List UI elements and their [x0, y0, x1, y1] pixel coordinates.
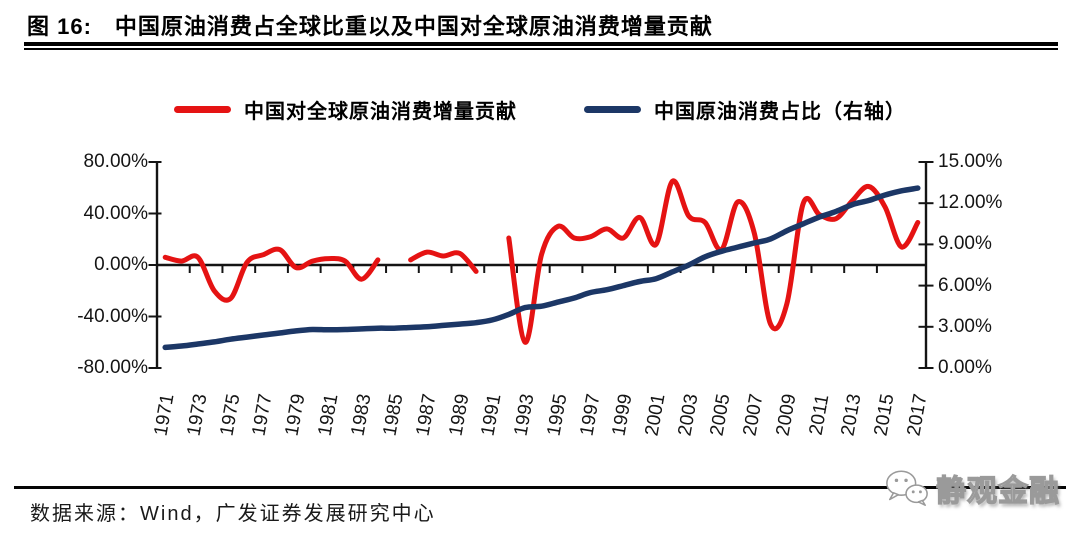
legend-label: 中国原油消费占比（右轴）: [654, 100, 906, 123]
right-axis-tick-label: 9.00%: [938, 233, 992, 255]
right-axis-tick-label: 0.00%: [938, 357, 992, 378]
series-line-consumption-share: [162, 185, 921, 351]
watermark-text: 静观金融: [935, 474, 1060, 508]
legend-swatch-blue-line: [584, 105, 641, 113]
left-axis-tick-label: 40.00%: [83, 202, 148, 224]
legend-item-consumption-share: 中国原油消费占比（右轴）: [584, 97, 906, 123]
left-axis-tick-label: 80.00%: [83, 151, 148, 172]
legend-label: 中国对全球原油消费增量贡献: [244, 100, 517, 123]
left-axis-tick-label: -80.00%: [77, 357, 148, 378]
left-axis-tick-label: -40.00%: [77, 305, 148, 327]
wechat-icon: [886, 470, 928, 507]
right-axis-tick-label: 12.00%: [938, 192, 1003, 214]
right-axis-tick-label: 6.00%: [938, 274, 992, 296]
title-divider-thin-line: [24, 48, 1058, 50]
right-axis-tick-label: 3.00%: [938, 315, 992, 337]
footer-divider: [14, 486, 1066, 489]
watermark: 静观金融: [884, 462, 1070, 514]
legend-item-increment-contribution: 中国对全球原油消费增量贡献: [174, 97, 517, 123]
title-divider: [24, 42, 1058, 50]
legend-swatch-red-line: [174, 105, 231, 113]
right-axis-tick-label: 15.00%: [938, 151, 1003, 172]
data-source: 数据来源：Wind，广发证券发展研究中心: [30, 503, 436, 525]
left-axis-tick-label: 0.00%: [94, 254, 148, 275]
series-line-increment-contribution: [408, 249, 479, 274]
title-divider-thick-line: [24, 42, 1058, 46]
figure-title: 图 16: 中国原油消费占全球比重以及中国对全球原油消费增量贡献: [27, 14, 713, 39]
series-line-increment-contribution: [162, 246, 381, 303]
